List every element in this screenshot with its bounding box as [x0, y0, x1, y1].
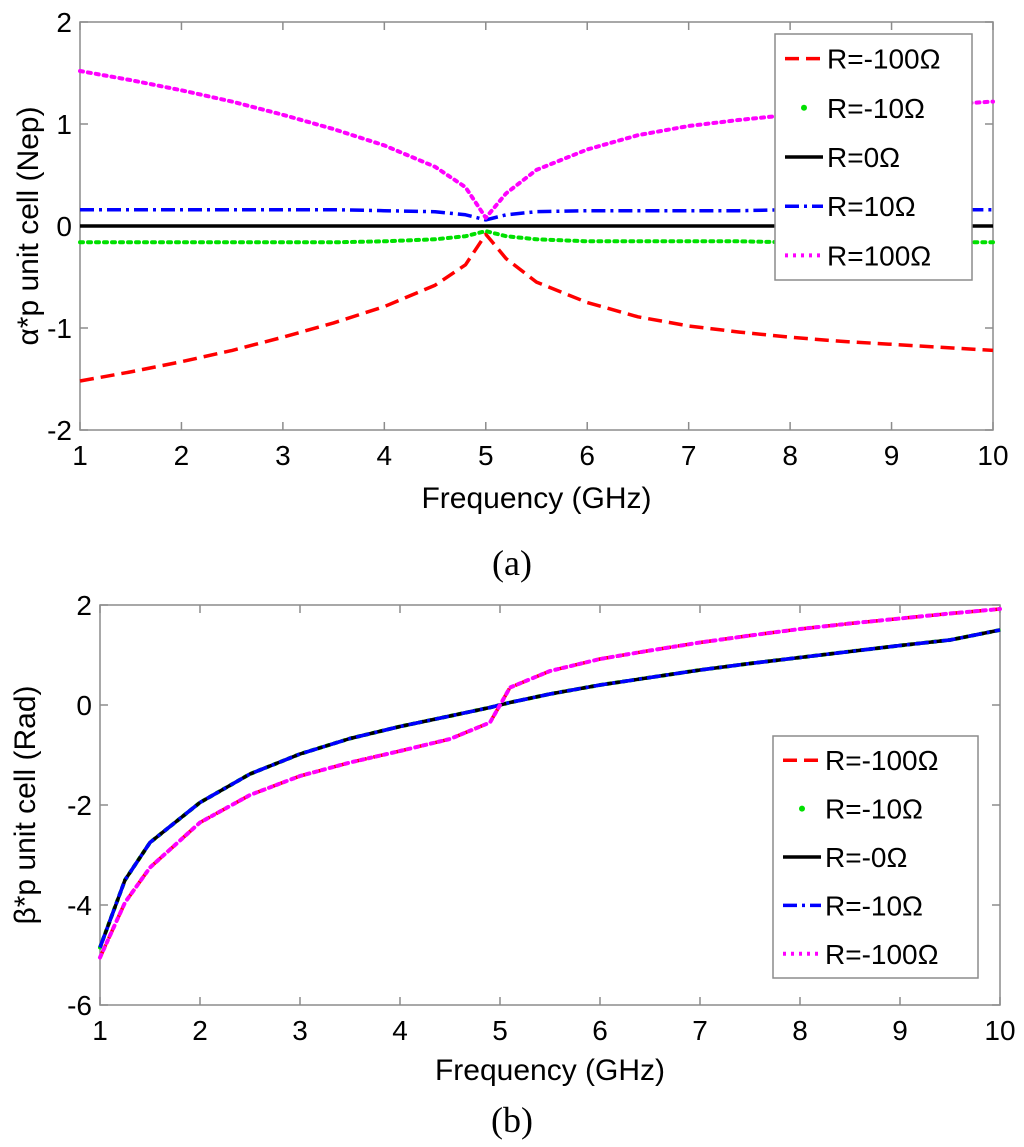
- x-tick-label: 4: [377, 440, 393, 471]
- y-axis-label: β*p unit cell (Rad): [9, 685, 42, 924]
- y-tick-label: -4: [67, 890, 92, 921]
- legend-swatch-2: [799, 805, 805, 812]
- legend-label-2: R=-10Ω: [825, 794, 923, 825]
- legend-label-3: R=-0Ω: [825, 842, 907, 873]
- x-tick-label: 10: [984, 1015, 1015, 1046]
- y-tick-label: -6: [67, 990, 92, 1021]
- x-tick-label: 9: [884, 440, 900, 471]
- x-axis-label: Frequency (GHz): [435, 1054, 665, 1087]
- x-tick-label: 7: [692, 1015, 708, 1046]
- x-axis-label: Frequency (GHz): [421, 482, 651, 515]
- x-tick-label: 6: [592, 1015, 608, 1046]
- x-tick-label: 6: [579, 440, 595, 471]
- y-tick-label: -1: [47, 313, 72, 344]
- series-line-1: [79, 232, 994, 383]
- y-axis-label: α*p unit cell (Nep): [12, 106, 45, 345]
- legend-swatch-2: [801, 104, 807, 111]
- panel-caption: (a): [492, 543, 532, 583]
- x-tick-label: 4: [392, 1015, 408, 1046]
- x-tick-label: 8: [792, 1015, 808, 1046]
- x-tick-label: 2: [174, 440, 190, 471]
- legend-label-2: R=-10Ω: [827, 93, 925, 124]
- x-tick-label: 7: [681, 440, 697, 471]
- x-tick-label: 5: [478, 440, 494, 471]
- x-tick-label: 3: [292, 1015, 308, 1046]
- legend: R=-100Ω R=-10Ω R=0Ω R=10Ω R=100Ω: [774, 33, 973, 281]
- y-tick-label: 2: [56, 7, 72, 38]
- legend-label-1: R=-100Ω: [825, 745, 939, 776]
- legend-label-4: R=-10Ω: [825, 890, 923, 921]
- x-tick-label: 1: [92, 1015, 108, 1046]
- x-tick-label: 10: [977, 440, 1008, 471]
- x-tick-label: 8: [782, 440, 798, 471]
- x-tick-label: 9: [892, 1015, 908, 1046]
- series-line-4: [80, 207, 993, 222]
- y-tick-label: 0: [56, 211, 72, 242]
- legend-label-1: R=-100Ω: [827, 44, 941, 75]
- y-tick-label: -2: [67, 790, 92, 821]
- y-tick-label: 2: [76, 590, 92, 621]
- y-tick-label: 1: [56, 109, 72, 140]
- x-tick-label: 5: [492, 1015, 508, 1046]
- x-tick-label: 1: [72, 440, 88, 471]
- chart-panel-a: 1 2 3 4 5 6 7 8 9 10 -2 -1 0 1 2 Frequency (GHz) α*p uni…: [12, 7, 1009, 583]
- legend: R=-100Ω R=-10Ω R=-0Ω R=-10Ω R=-100Ω: [772, 735, 979, 979]
- y-tick-label: -2: [47, 415, 72, 446]
- series-line-5: [98, 607, 1002, 960]
- legend-label-3: R=0Ω: [827, 142, 900, 173]
- y-tick-label: 0: [76, 690, 92, 721]
- x-tick-label: 3: [275, 440, 291, 471]
- series-line-4: [98, 628, 1001, 949]
- chart-panel-b: 1 2 3 4 5 6 7 8 9 10 -6 -4 -2 0 2 Frequency (GHz) β*p un…: [9, 590, 1016, 1140]
- legend-label-5: R=-100Ω: [825, 939, 939, 970]
- legend-label-4: R=10Ω: [827, 191, 916, 222]
- x-tick-label: 2: [192, 1015, 208, 1046]
- panel-caption: (b): [491, 1100, 533, 1140]
- legend-label-5: R=100Ω: [827, 240, 931, 271]
